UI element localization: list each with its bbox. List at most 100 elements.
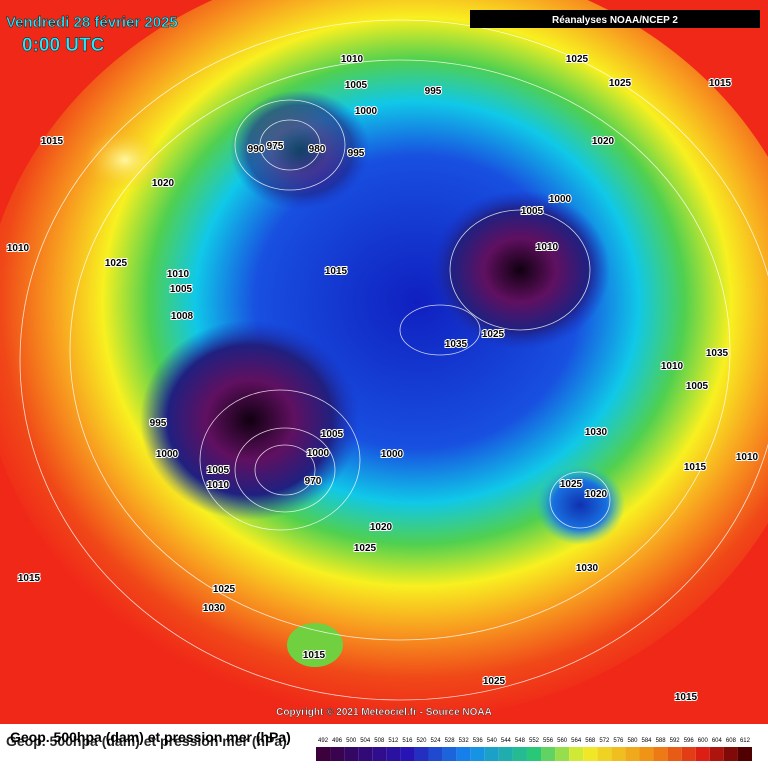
- scale-label: 572: [599, 738, 610, 744]
- isobar-label: 1035: [706, 348, 729, 359]
- scale-label: 584: [642, 738, 653, 744]
- isobar-label: 1025: [482, 329, 505, 340]
- isobar-label: 1030: [585, 427, 608, 438]
- scale-label: 592: [670, 738, 681, 744]
- scale-label: 608: [726, 738, 737, 744]
- isobars: [19, 19, 768, 701]
- isobar-label: 980: [309, 144, 326, 155]
- scale-label: 500: [346, 738, 357, 744]
- scale-swatch: [316, 747, 331, 761]
- scale-label: 600: [698, 738, 709, 744]
- scale-label: 524: [431, 738, 442, 744]
- warm-ridge: [85, 130, 165, 190]
- isobar-label: 1025: [483, 676, 506, 687]
- scale-label: 596: [684, 738, 695, 744]
- scale-label: 564: [571, 738, 582, 744]
- caption: Geop. 500hpa (dam) et pression mer (hPa): [6, 733, 287, 749]
- isobar-label: 1000: [355, 106, 378, 117]
- scale-swatch: [414, 747, 429, 761]
- scale-swatch: [597, 747, 612, 761]
- scale-swatch: [372, 747, 387, 761]
- isobar-label: 1000: [156, 449, 179, 460]
- isobar-label: 1000: [381, 449, 404, 460]
- scale-label: 536: [473, 738, 484, 744]
- scale-swatch: [709, 747, 724, 761]
- scale-swatch: [358, 747, 373, 761]
- low-center: [230, 90, 370, 210]
- isobar-label: 1005: [321, 429, 344, 440]
- isobar-label: 1015: [684, 462, 707, 473]
- scale-swatch: [555, 747, 570, 761]
- isobar-label: 1025: [560, 479, 583, 490]
- isobar-label: 1008: [171, 311, 194, 322]
- isobar-label: 1015: [303, 650, 326, 661]
- isobar-label: 1010: [207, 480, 230, 491]
- isobar-label: 1000: [307, 448, 330, 459]
- cutoff-low: [535, 465, 625, 545]
- isobar-label: 1020: [370, 522, 393, 533]
- scale-label: 604: [712, 738, 723, 744]
- source-badge: [470, 10, 760, 28]
- scale-label: 560: [557, 738, 568, 744]
- scale-label: 516: [402, 738, 413, 744]
- isobar-label: 1025: [213, 584, 236, 595]
- low-center: [430, 190, 610, 350]
- isobar-label: 1015: [325, 266, 348, 277]
- isobar-label: 995: [150, 418, 167, 429]
- isobar-label: 1020: [152, 178, 175, 189]
- scale-label: 512: [388, 738, 399, 744]
- isobar-label: 990: [248, 144, 265, 155]
- scale-swatch: [470, 747, 485, 761]
- scale-swatch: [428, 747, 443, 761]
- scale-label: 548: [515, 738, 526, 744]
- isobar-label: 1015: [675, 692, 698, 703]
- scale-swatch: [344, 747, 359, 761]
- scale-swatch: [442, 747, 457, 761]
- scale-swatch: [639, 747, 654, 761]
- scale-swatch: [484, 747, 499, 761]
- low-center: [140, 320, 360, 520]
- scale-label: 576: [613, 738, 624, 744]
- isobar-label: 1025: [354, 543, 377, 554]
- isobar-label: 1010: [736, 452, 759, 463]
- scale-label: 528: [445, 738, 456, 744]
- isobar-label: 1015: [18, 573, 41, 584]
- isobar-label: 1005: [345, 80, 368, 91]
- isobar-label: 1020: [585, 489, 608, 500]
- time: 0:00 UTC: [22, 35, 105, 56]
- isobar-label: 1010: [536, 242, 559, 253]
- isobar-label: 1000: [549, 194, 572, 205]
- isobar-label: 1005: [207, 465, 230, 476]
- scale-swatch: [386, 747, 401, 761]
- isobar-label: 1030: [203, 603, 226, 614]
- isobar-label: 1020: [592, 136, 615, 147]
- isobar-label: 1010: [341, 54, 364, 65]
- isobar-label: 975: [267, 141, 284, 152]
- scale-swatch: [526, 747, 542, 761]
- isobar-label: 1025: [105, 258, 128, 269]
- isobar-label: 1025: [566, 54, 589, 65]
- scale-label: 508: [374, 738, 385, 744]
- cutoff-low: [287, 623, 343, 667]
- color-scale: 492 496 500 504 508 512 516 520 524 528 532 536 540 5…: [316, 738, 752, 761]
- scale-swatch: [695, 747, 710, 761]
- scale-label: 532: [459, 738, 470, 744]
- scale-swatch: [625, 747, 640, 761]
- scale-swatch: [737, 747, 752, 761]
- scale-label: 552: [529, 738, 540, 744]
- isobar-label: 1010: [167, 269, 190, 280]
- scale-swatch: [541, 747, 556, 761]
- scale-swatch: [723, 747, 738, 761]
- isobar-label: 1005: [521, 206, 544, 217]
- scale-swatch: [512, 747, 527, 761]
- scale-label: 544: [501, 738, 512, 744]
- isobar-label: 1010: [7, 243, 30, 254]
- isobar-label: 1005: [686, 381, 709, 392]
- isobar-label: 1015: [41, 136, 64, 147]
- copyright: Copyright © 2021 Meteociel.fr - Source N…: [276, 707, 492, 718]
- scale-swatch: [330, 747, 345, 761]
- isobar-labels: 1010 1005 1000 995 1025 1025 1015 1015 990 975 980…: [6, 53, 760, 704]
- scale-label: 580: [627, 738, 638, 744]
- scale-swatch: [667, 747, 682, 761]
